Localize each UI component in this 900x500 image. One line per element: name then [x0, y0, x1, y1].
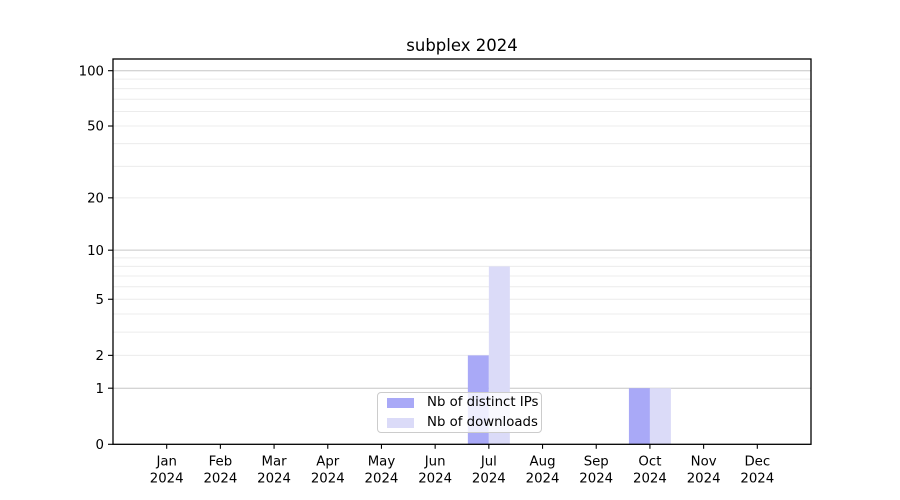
x-tick-year-mar: 2024	[257, 471, 291, 486]
x-tick-year-oct: 2024	[633, 471, 667, 486]
x-tick-month-jul: Jul	[480, 454, 497, 469]
x-tick-month-oct: Oct	[638, 454, 661, 469]
y-tick-label-1: 1	[96, 382, 104, 397]
x-tick-month-may: May	[368, 454, 396, 469]
x-tick-year-dec: 2024	[740, 471, 774, 486]
x-tick-year-feb: 2024	[203, 471, 237, 486]
y-tick-label-50: 50	[87, 120, 104, 135]
y-tick-label-2: 2	[96, 349, 104, 364]
x-tick-month-aug: Aug	[530, 454, 556, 469]
y-tick-label-100: 100	[79, 64, 104, 79]
x-tick-year-aug: 2024	[526, 471, 560, 486]
y-tick-label-10: 10	[87, 244, 104, 259]
x-tick-month-mar: Mar	[262, 454, 288, 469]
bar-oct-distinct-ips	[628, 388, 650, 445]
chart-title: subplex 2024	[406, 36, 518, 55]
legend-item-downloads: Nb of downloads	[387, 413, 541, 432]
x-tick-month-feb: Feb	[209, 454, 233, 469]
x-tick-year-sep: 2024	[579, 471, 613, 486]
x-tick-year-jan: 2024	[150, 471, 184, 486]
y-axis: 0 1 2 5 10 20 50 100	[79, 64, 113, 453]
x-tick-year-apr: 2024	[311, 471, 345, 486]
x-tick-year-may: 2024	[365, 471, 399, 486]
legend-swatch-distinct-ips	[387, 397, 414, 408]
x-tick-month-apr: Apr	[316, 454, 340, 469]
gridlines	[113, 70, 811, 389]
y-tick-label-0: 0	[96, 438, 104, 453]
legend-label-downloads: Nb of downloads	[427, 415, 538, 430]
x-tick-year-nov: 2024	[687, 471, 721, 486]
legend: Nb of distinct IPs Nb of downloads	[377, 392, 542, 433]
x-tick-month-jun: Jun	[424, 454, 446, 469]
x-tick-year-jun: 2024	[418, 471, 452, 486]
x-tick-month-jan: Jan	[155, 454, 177, 469]
x-tick-year-jul: 2024	[472, 471, 506, 486]
y-tick-label-5: 5	[96, 293, 104, 308]
x-axis: Jan 2024 Feb 2024 Mar 2024 Apr 2024 May 2024 Jun 20…	[150, 444, 774, 486]
plot-frame	[112, 58, 812, 445]
legend-item-distinct-ips: Nb of distinct IPs	[387, 393, 541, 412]
legend-label-distinct-ips: Nb of distinct IPs	[427, 395, 539, 410]
y-tick-label-20: 20	[87, 191, 104, 206]
x-tick-month-nov: Nov	[691, 454, 717, 469]
legend-swatch-downloads	[387, 417, 414, 428]
bar-oct-downloads	[649, 388, 671, 445]
x-tick-month-sep: Sep	[584, 454, 609, 469]
x-tick-month-dec: Dec	[744, 454, 770, 469]
